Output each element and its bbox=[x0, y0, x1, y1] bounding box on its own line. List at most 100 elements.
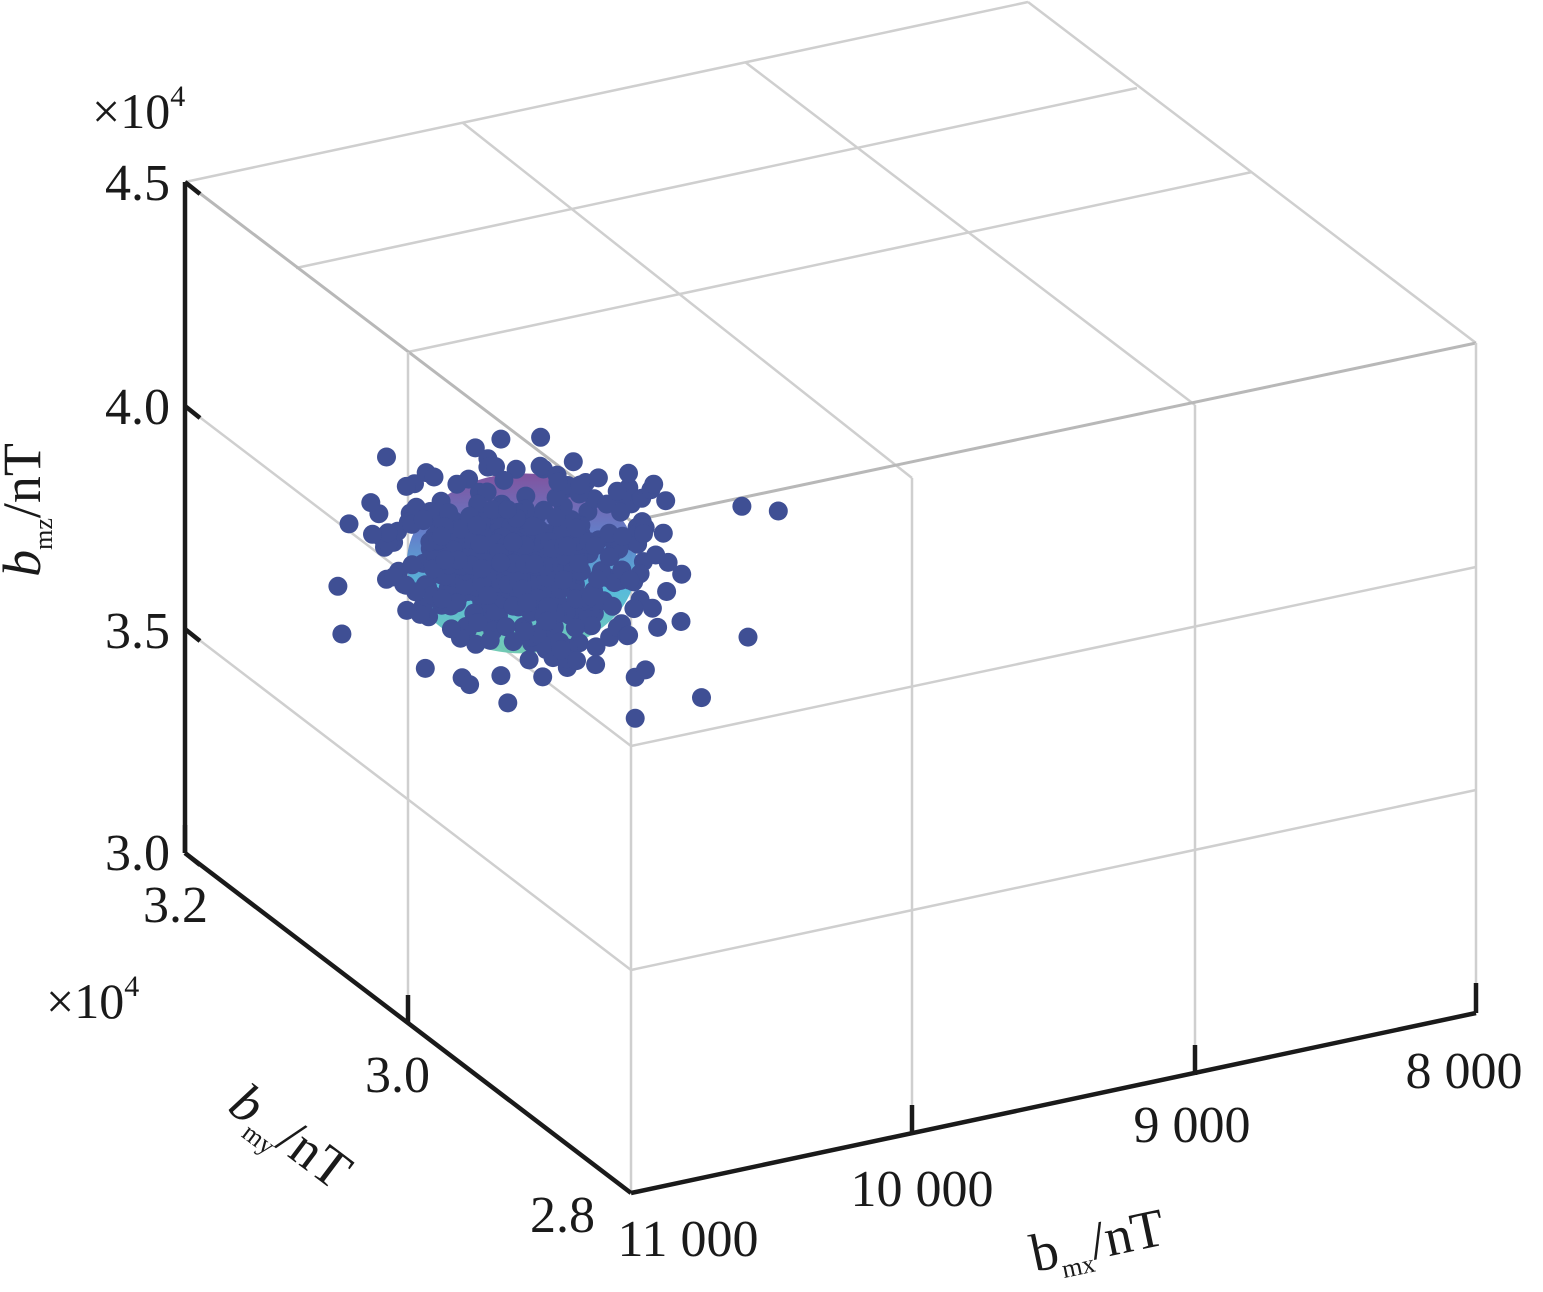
scatter-point bbox=[582, 616, 601, 636]
scatter-point bbox=[558, 536, 577, 556]
scatter-point bbox=[470, 535, 490, 554]
z-tick bbox=[183, 851, 202, 867]
scatter-point bbox=[567, 651, 586, 671]
grid-line bbox=[295, 86, 1138, 270]
scatter-point bbox=[328, 576, 348, 596]
scatter-point bbox=[738, 627, 758, 647]
scatter-point bbox=[503, 532, 523, 552]
scatter-point bbox=[466, 634, 486, 654]
z-axis-label: bmz/nT bbox=[0, 443, 58, 577]
scatter-point bbox=[361, 493, 381, 513]
z-tick-label: 4.0 bbox=[105, 379, 170, 436]
scatter-point bbox=[432, 589, 452, 609]
scatter-point bbox=[447, 474, 467, 494]
grid-lines bbox=[184, 0, 1478, 1193]
scatter-point bbox=[491, 429, 511, 449]
scatter-point bbox=[467, 515, 487, 535]
scatter-point bbox=[635, 660, 655, 680]
scatter-point bbox=[478, 586, 498, 605]
scatter-point bbox=[551, 640, 571, 660]
x-axis-line bbox=[630, 1010, 1477, 1196]
y-axis-label: bmy/nT bbox=[215, 1072, 363, 1206]
scatter-point bbox=[566, 589, 586, 609]
scatter-point bbox=[597, 494, 617, 514]
scatter-point bbox=[431, 526, 451, 546]
scatter-point bbox=[563, 452, 583, 472]
y-tick-label: 2.8 bbox=[530, 1187, 595, 1244]
scatter-point bbox=[332, 624, 352, 644]
scatter-point bbox=[569, 554, 589, 574]
grid-line bbox=[744, 61, 1196, 406]
scatter-point bbox=[672, 564, 692, 584]
z-tick-label: 3.5 bbox=[105, 603, 170, 660]
z-multiplier: ×104 bbox=[92, 80, 185, 139]
grid-line bbox=[407, 170, 1253, 354]
scatter-point bbox=[611, 502, 631, 522]
grid-line bbox=[630, 565, 1477, 748]
x-tick-label: 10 000 bbox=[851, 1161, 994, 1218]
scatter-point bbox=[768, 501, 788, 521]
scatter-point bbox=[653, 523, 673, 543]
scatter-point bbox=[642, 598, 662, 618]
scatter-point bbox=[378, 523, 398, 543]
scatter-point bbox=[581, 586, 601, 606]
scatter-point bbox=[402, 555, 422, 575]
scatter-point bbox=[624, 599, 644, 619]
scatter-point bbox=[435, 550, 455, 570]
scatter-point bbox=[498, 693, 518, 713]
scatter-point bbox=[588, 468, 608, 488]
scatter-point bbox=[480, 630, 500, 650]
y-tick-label: 3.0 bbox=[365, 1047, 430, 1104]
scatter-point bbox=[424, 467, 444, 487]
scatter-point bbox=[533, 667, 553, 687]
scatter-point bbox=[472, 559, 492, 578]
scatter-points bbox=[328, 427, 788, 728]
y-tick-label: 3.2 bbox=[143, 877, 208, 934]
y-multiplier: ×104 bbox=[46, 970, 139, 1029]
scatter-point bbox=[448, 550, 468, 570]
z-tick-label: 4.5 bbox=[105, 155, 170, 212]
scatter-point bbox=[491, 553, 511, 573]
scatter-point bbox=[612, 526, 632, 546]
scatter-point bbox=[538, 597, 558, 616]
scatter-point bbox=[599, 547, 619, 567]
x-tick-label: 8 000 bbox=[1406, 1043, 1523, 1100]
scatter-point bbox=[602, 596, 622, 616]
z-tick bbox=[183, 627, 202, 643]
scatter-point bbox=[620, 570, 640, 590]
scatter-point bbox=[586, 637, 606, 657]
scatter-point bbox=[491, 666, 511, 686]
x-tick-label: 9 000 bbox=[1134, 1097, 1251, 1154]
scatter-point bbox=[339, 514, 359, 534]
scatter-point bbox=[585, 536, 605, 556]
scatter-point bbox=[546, 488, 566, 507]
scatter-point bbox=[671, 612, 691, 631]
grid-line-dark bbox=[184, 180, 632, 523]
scatter-point bbox=[548, 472, 568, 492]
scatter-point bbox=[515, 622, 535, 641]
scatter-point bbox=[396, 476, 416, 496]
scatter-point bbox=[498, 500, 517, 519]
scatter-point bbox=[486, 457, 505, 477]
scatter-point bbox=[415, 658, 435, 678]
scatter-point bbox=[447, 593, 467, 613]
scatter-point bbox=[588, 569, 608, 589]
scatter-point bbox=[619, 463, 638, 483]
scatter-point bbox=[506, 459, 526, 479]
scatter-point bbox=[625, 708, 645, 728]
grid-line bbox=[630, 788, 1477, 972]
scatter-point bbox=[468, 613, 488, 633]
scatter-point bbox=[634, 524, 653, 544]
grid-line bbox=[184, 628, 632, 971]
scatter-point bbox=[455, 576, 475, 596]
scatter-point bbox=[525, 554, 545, 574]
scatter-point bbox=[530, 456, 550, 476]
grid-line-dark bbox=[630, 341, 1477, 523]
scatter-point bbox=[570, 475, 590, 495]
x-axis-label: bmx/nT bbox=[1025, 1197, 1171, 1290]
scatter-point bbox=[732, 496, 752, 516]
scatter-point bbox=[656, 491, 676, 511]
scatter-point bbox=[553, 570, 573, 590]
scatter-point bbox=[377, 447, 396, 467]
